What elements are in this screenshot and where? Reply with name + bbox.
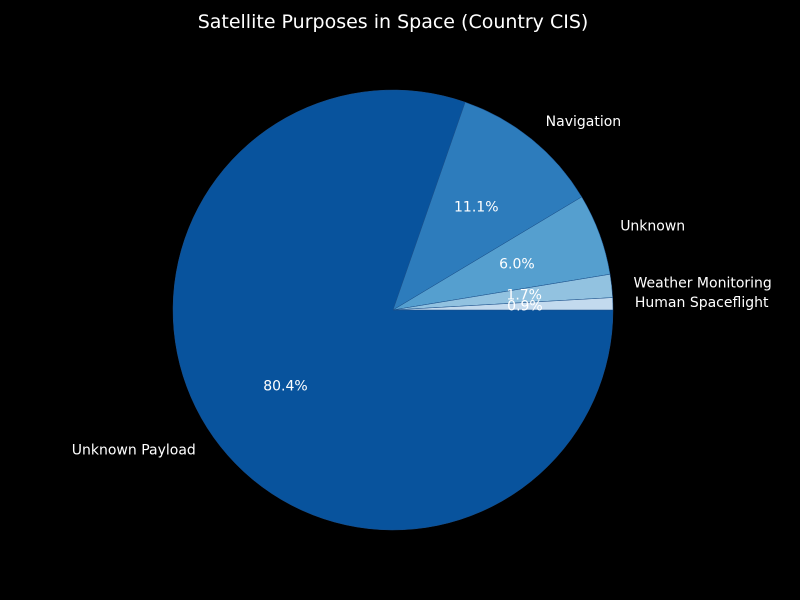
- slice-percent-navigation: 11.1%: [454, 200, 498, 216]
- slice-label-weather-monitoring: Weather Monitoring: [634, 275, 772, 291]
- pie-slice-navigation: [392, 101, 583, 311]
- slice-percent-weather-monitoring: 1.7%: [506, 288, 542, 304]
- slice-label-unknown: Unknown: [620, 219, 685, 235]
- pie-slices: [172, 89, 614, 531]
- chart-title: Satellite Purposes in Space (Country CIS…: [198, 11, 589, 33]
- pie-slice-human-spaceflight: [392, 297, 614, 311]
- slice-label-unknown-payload: Unknown Payload: [72, 442, 196, 458]
- slice-label-navigation: Navigation: [546, 114, 622, 130]
- slice-percent-unknown: 6.0%: [499, 257, 535, 273]
- slice-label-human-spaceflight: Human Spaceflight: [635, 295, 769, 311]
- slice-labels: Unknown Payload Navigation Unknown Weather …: [72, 114, 772, 458]
- slice-percent-labels: 80.4% 11.1% 6.0% 1.7%0.9%: [263, 200, 543, 395]
- slice-percent-unknown-payload: 80.4%: [263, 379, 307, 395]
- slice-percent-human-spaceflight: 0.9%: [507, 298, 543, 314]
